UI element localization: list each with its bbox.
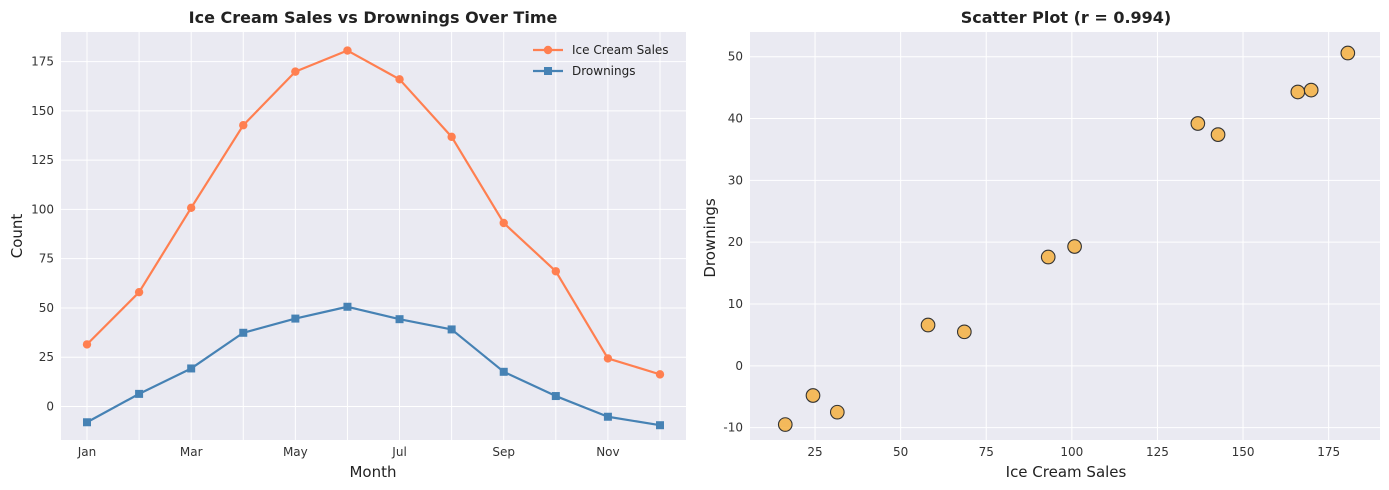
ice-cream-sales-point [343,46,352,55]
y-tick-label: 30 [728,173,743,187]
line-chart-plot-area [61,32,686,440]
ice-cream-sales-point [395,75,404,84]
x-tick-label: 175 [1317,445,1340,459]
scatter-chart-points [777,45,1356,432]
x-tick-label: Sep [492,445,515,459]
legend-drownings-label: Drownings [572,64,635,78]
scatter-point [805,388,821,403]
scatter-point [1340,45,1356,61]
drownings-point [395,315,404,324]
drownings-point [656,421,664,430]
line-chart-series [82,46,665,430]
ice-cream-sales-point [82,340,92,349]
y-tick-label: 10 [728,297,743,311]
scatter-chart-x-label: Ice Cream Sales [1006,463,1127,481]
scatter-point [1210,127,1226,142]
ice-cream-sales-point [603,354,613,363]
x-tick-label: Nov [596,445,619,459]
x-tick-label: 150 [1232,445,1255,459]
x-tick-label: 25 [807,445,822,459]
scatter-chart-grid [750,32,1380,440]
y-tick-label: -10 [723,421,743,435]
ice-cream-sales-point [551,267,561,276]
drownings-point [603,412,612,421]
scatter-point [1290,84,1306,100]
y-tick-label: 0 [46,399,54,413]
scatter-chart-plot-area [750,32,1380,440]
drownings-point [291,314,300,323]
y-tick-label: 100 [31,202,54,216]
drownings-line [86,305,661,427]
scatter-point [956,324,972,340]
x-tick-label: 75 [979,445,994,459]
scatter-point [1067,239,1082,254]
ice-cream-sales-point [186,203,196,213]
x-tick-label: May [283,445,308,459]
scatter-point [1190,116,1206,131]
drownings-point [239,328,248,337]
legend-drownings-marker [544,67,552,75]
ice-cream-sales-point [499,218,508,228]
legend-ice-cream-marker [543,45,553,55]
scatter-point [829,404,845,420]
ice-cream-sales-point [291,67,300,76]
scatter-point [920,317,936,333]
line-chart-x-ticks: Jan Mar May Jul Sep Nov [77,445,620,459]
y-tick-label: 150 [31,104,54,118]
x-tick-label: 100 [1060,445,1083,459]
y-tick-label: 0 [735,359,743,373]
drownings-point [343,302,352,311]
x-tick-label: Jul [391,445,406,459]
x-tick-label: 125 [1146,445,1169,459]
drownings-point [447,325,456,334]
drownings-point [135,389,144,398]
y-tick-label: 20 [728,235,743,249]
line-chart-title: Ice Cream Sales vs Drownings Over Time [189,8,558,27]
x-tick-label: 50 [893,445,908,459]
line-chart-y-label: Count [8,214,26,259]
x-tick-label: Jan [77,445,97,459]
y-tick-label: 125 [31,153,54,167]
drownings-point [83,418,91,427]
scatter-chart-y-ticks: -10 0 10 20 30 40 50 [723,50,743,435]
line-chart: Ice Cream Sales vs Drownings Over Time 0… [8,8,686,481]
legend-ice-cream-label: Ice Cream Sales [572,43,669,57]
ice-cream-sales-point [134,287,144,297]
ice-cream-sales-point [655,370,665,379]
drownings-point [551,392,560,401]
x-tick-label: Mar [180,445,203,459]
line-chart-legend: Ice Cream Sales Drownings [533,43,669,78]
y-tick-label: 50 [39,301,54,315]
scatter-chart: Scatter Plot (r = 0.994) -1001020304050 … [701,8,1380,481]
scatter-point [1040,249,1056,265]
scatter-point [777,417,793,432]
drownings-point [499,367,508,376]
line-chart-x-label: Month [349,463,396,481]
scatter-point [1303,82,1319,98]
scatter-chart-y-label: Drownings [701,198,719,278]
drownings-point [187,364,196,373]
scatter-chart-x-ticks: 25 50 75 100 125 150 175 [807,445,1340,459]
y-tick-label: 75 [39,252,54,266]
ice-cream-sales-point [447,132,456,142]
line-chart-y-ticks: 0 25 50 75 100 125 150 175 [31,55,54,414]
y-tick-label: 25 [39,350,54,364]
ice-cream-sales-point [239,121,248,130]
line-chart-grid [61,32,686,440]
scatter-chart-title: Scatter Plot (r = 0.994) [961,8,1172,27]
y-tick-label: 175 [31,55,54,69]
y-tick-label: 50 [728,50,743,64]
y-tick-label: 40 [728,112,743,126]
ice-cream-sales-line [86,49,661,376]
